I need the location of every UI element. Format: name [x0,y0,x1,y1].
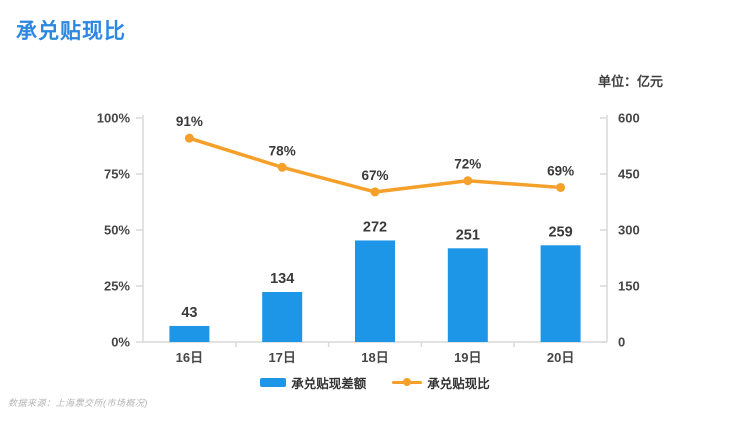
ratio-line [187,136,563,194]
unit-label: 单位：亿元 [597,74,663,89]
page-title: 承兑贴现比 [16,20,126,43]
bar-value-label: 259 [548,224,572,240]
y-tick-label-right: 450 [618,167,640,182]
line-point [277,162,287,172]
bar-swatch-icon [260,378,287,387]
x-tick-label: 16日 [176,350,203,365]
y-tick-label-right: 300 [618,223,640,238]
line-point [463,176,473,186]
legend-item-line-series: 承兑贴现比 [392,373,490,392]
x-tick-label: 18日 [361,350,388,365]
legend-item-bar-series: 承兑贴现差额 [260,373,366,392]
y-tick-label-left: 0% [111,335,130,350]
percent-label: 67% [361,168,388,183]
y-tick-label-left: 75% [104,167,130,182]
bar [447,248,488,342]
bar-value-label: 251 [456,227,480,243]
legend-label-bar: 承兑贴现差额 [291,377,367,391]
y-tick-label-right: 600 [618,111,640,126]
line-point [556,182,566,192]
x-tick-label: 20日 [547,350,574,365]
y-tick-label-right: 0 [618,335,625,350]
x-tick-label: 17日 [268,350,295,365]
legend-label-line: 承兑贴现比 [427,377,490,391]
y-tick-label-left: 50% [104,223,130,238]
line-point [370,187,380,197]
x-tick-label: 19日 [454,350,481,365]
percent-label: 91% [176,114,203,129]
percent-label: 69% [547,163,574,178]
bar [169,325,210,342]
line-dot-icon [403,378,412,386]
bar-value-label: 134 [270,271,294,287]
bar-value-label: 272 [363,219,387,235]
line-point [184,133,194,143]
percent-label: 72% [454,157,481,172]
bar [262,291,303,342]
y-tick-label-right: 150 [618,279,640,294]
y-tick-label-left: 25% [104,279,130,294]
line-swatch-icon [392,378,423,387]
bar [540,245,581,342]
source-note: 数据来源：上海票交所(市场概况) [8,398,148,408]
y-tick-label-left: 100% [97,111,131,126]
chart-legend: 承兑贴现差额 承兑贴现比 [0,373,750,392]
bar-value-label: 43 [181,305,197,321]
bar [355,240,395,342]
percent-label: 78% [269,143,296,158]
